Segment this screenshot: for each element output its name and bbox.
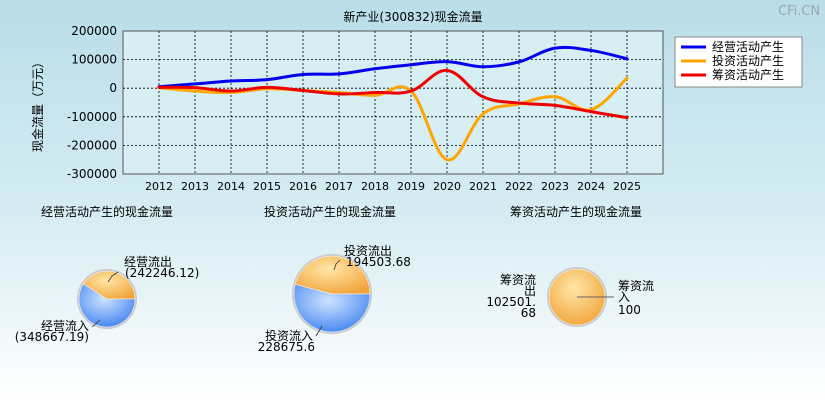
slice-value: (348667.19) <box>15 330 89 344</box>
series-line-1 <box>157 45 629 89</box>
y-tick-labels: 200000 100000 0 -100000 -200000 -300000 <box>67 24 117 181</box>
x-tick-label: 2023 <box>541 180 569 193</box>
leader-line <box>107 271 119 283</box>
x-tick-label: 2022 <box>505 180 533 193</box>
slice-label: 筹资流 <box>500 273 536 287</box>
x-tick-label: 2017 <box>325 180 353 193</box>
watermark: CFi.CN <box>778 4 820 19</box>
x-tick-label: 2014 <box>217 180 245 193</box>
y-tick-label: -300000 <box>67 167 117 181</box>
legend-label: 经营活动产生 <box>712 40 784 54</box>
series-line-3 <box>157 68 629 120</box>
slice-label: 出 <box>524 284 536 298</box>
leader-line <box>333 259 341 271</box>
slice-label: 经营流入 <box>41 319 89 333</box>
slice-label: 投资流入 <box>265 328 313 343</box>
leader-line <box>91 319 101 328</box>
pie-slice-inflow <box>78 283 136 328</box>
series-lines <box>157 45 629 162</box>
y-tick-label: -100000 <box>67 110 117 124</box>
y-tick-label: 200000 <box>71 24 117 38</box>
x-tick-label: 2019 <box>397 180 425 193</box>
slice-value: 194503.68 <box>346 255 411 269</box>
x-tick-label: 2012 <box>145 180 173 193</box>
slice-value: 228675.6 <box>258 340 315 354</box>
slice-value: 100 <box>618 303 641 317</box>
x-tick-label: 2020 <box>433 180 461 193</box>
line-chart: 新产业(300832)现金流量 现金流量（万元） 200000 100000 0 -1… <box>30 9 664 193</box>
pie-slice-inflow <box>293 284 371 333</box>
slice-label: 投资流出 <box>344 243 392 258</box>
y-tick-label: 0 <box>109 81 117 95</box>
legend-box <box>674 36 803 88</box>
pie-title: 筹资活动产生的现金流量 <box>510 204 642 219</box>
plot-area <box>122 30 664 175</box>
slice-label: 入 <box>618 290 630 304</box>
pie-title: 经营活动产生的现金流量 <box>41 204 173 219</box>
x-tick-label: 2018 <box>361 180 389 193</box>
slice-value: 68 <box>521 306 536 320</box>
x-tick-label: 2024 <box>577 180 605 193</box>
x-tick-label: 2015 <box>253 180 281 193</box>
legend-label: 投资活动产生 <box>712 53 784 68</box>
y-tick-label: -200000 <box>67 138 117 152</box>
x-tick-label: 2021 <box>469 180 497 193</box>
legend-label: 筹资活动产生 <box>712 68 784 82</box>
x-tick-label: 2013 <box>181 180 209 193</box>
x-tick-labels: 2012 2013 2014 2015 2016 2017 2018 2019 2020 2021… <box>145 180 641 193</box>
x-tick-label: 2016 <box>289 180 317 193</box>
pie-slice-outflow <box>294 255 371 295</box>
pie-title: 投资活动产生的现金流量 <box>264 204 396 219</box>
slice-label: 经营流出 <box>124 255 172 269</box>
slice-value: (242246.12) <box>125 266 199 280</box>
leader-line <box>315 325 323 337</box>
y-axis-label: 现金流量（万元） <box>30 56 45 152</box>
slice-label: 筹资流 <box>618 279 654 293</box>
x-tick-label: 2025 <box>613 180 641 193</box>
y-tick-label: 100000 <box>71 53 117 67</box>
chart-title: 新产业(300832)现金流量 <box>343 9 482 24</box>
slice-value: 102501. <box>486 295 536 309</box>
